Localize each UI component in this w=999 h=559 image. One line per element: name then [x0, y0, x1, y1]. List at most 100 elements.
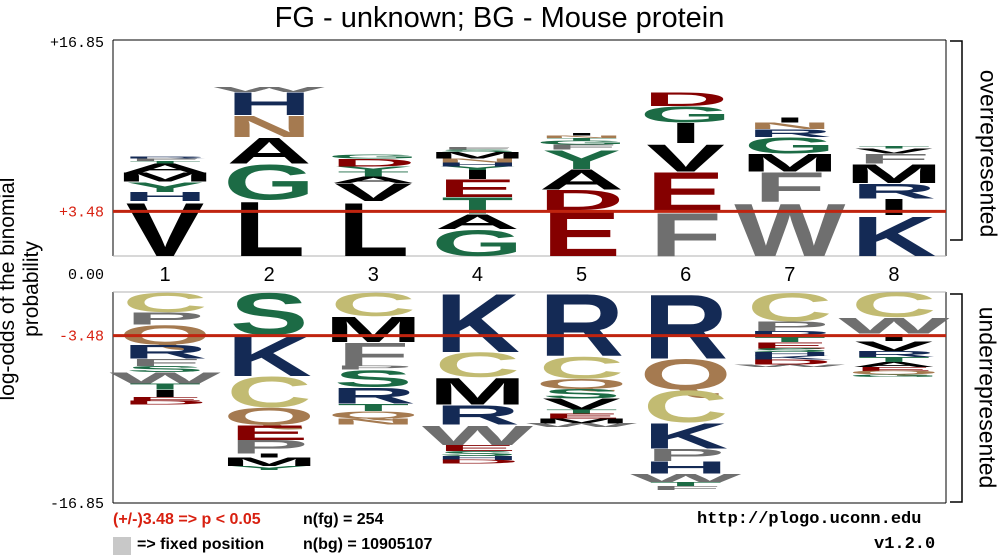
logo-letter-under-1-P-1: P [126, 309, 205, 328]
logo-letter-over-6-I-3: I [669, 118, 702, 150]
logo-letter-under-3-N-8: N [331, 417, 416, 427]
fixed-position-legend: => fixed position [137, 536, 265, 553]
logo-letter-over-8-I-1: I [878, 194, 911, 220]
logo-letter-under-5-M-7: M [533, 417, 631, 425]
logo-letter-under-2-I-6: I [253, 453, 286, 459]
position-label-7: 7 [784, 264, 795, 286]
logo-letter-over-5-Y-3: Y [542, 145, 621, 175]
logo-letter-over-8-T-6: T [858, 145, 930, 149]
logo-letter-over-8-V-5: V [855, 147, 934, 155]
logo-letter-under-1-E-9: E [126, 396, 205, 402]
logo-letter-under-4-R-3: R [435, 400, 520, 431]
logo-letter-under-2-M-7: M [220, 455, 318, 469]
logo-letter-over-1-M-3: M [116, 170, 214, 184]
logo-letter-under-6-K-3: K [643, 416, 728, 457]
logo-letter-under-7-C-0: C [747, 284, 832, 329]
logo-letter-over-5-G-5: G [536, 140, 628, 146]
logo-letter-over-3-G-6: G [328, 154, 420, 160]
logo-letter-under-4-K-0: K [435, 277, 520, 370]
logo-letter-over-1-T-5: T [129, 160, 201, 164]
logo-letter-under-3-S-4: S [334, 365, 413, 392]
logo-letter-over-4-E-3: E [438, 175, 517, 203]
logo-letter-under-1-R-3: R [123, 341, 208, 362]
logo-letter-over-7-I-6: I [773, 116, 806, 124]
logo-letter-over-3-T-3: T [337, 170, 409, 178]
logo-letter-under-8-C-0: C [851, 286, 936, 325]
logo-letter-under-5-C-1: C [539, 350, 624, 385]
logo-letter-over-2-W-5: W [214, 85, 326, 93]
logo-letter-under-6-F-8: F [650, 485, 722, 491]
logo-letters: VHYMATFRLGANHWLVATYDGGATEIYHNMSFEDAYFGTN… [109, 85, 949, 491]
logo-letter-over-4-H-6: H [435, 161, 520, 167]
logo-letter-under-7-K-7: K [747, 355, 832, 361]
logo-letter-over-4-M-8: M [428, 150, 526, 160]
logo-letter-over-2-G-1: G [223, 155, 315, 211]
logo-letter-over-1-Y-2: Y [126, 179, 205, 195]
logo-letter-under-1-D-10: D [123, 400, 208, 406]
logo-letter-under-3-M-1: M [324, 309, 422, 350]
y-tick-label-2: 0.00 [68, 267, 104, 284]
position-label-8: 8 [888, 264, 899, 286]
plogo-url[interactable]: http://plogo.uconn.edu [697, 510, 922, 529]
logo-letter-under-2-E-4: E [230, 421, 309, 444]
logo-letter-over-1-H-1: H [123, 190, 208, 204]
logo-letter-over-7-R-4: R [747, 127, 832, 139]
logo-letter-under-2-Q-3: Q [223, 403, 315, 430]
logo-letter-under-1-I-8: I [149, 388, 182, 400]
logo-letter-under-6-T-7: T [650, 481, 722, 487]
logo-letter-under-6-H-5: H [643, 458, 728, 477]
n-foreground: n(fg) = 254 [303, 511, 384, 528]
logo-letter-under-8-E-7: E [855, 366, 934, 372]
logo-letter-over-4-I-4: I [461, 168, 494, 182]
logo-letter-over-4-A-1: A [435, 210, 520, 234]
underrepresented-label: underrepresented [974, 306, 999, 489]
logo-letter-over-3-D-5: D [331, 157, 416, 169]
logo-letter-under-3-Q-7: Q [327, 409, 419, 421]
logo-letter-over-4-S-9: S [438, 149, 517, 153]
position-label-5: 5 [576, 264, 587, 286]
logo-letter-under-1-F-4: F [129, 356, 201, 368]
logo-letter-over-5-A-2: A [539, 164, 624, 196]
logo-letter-under-2-Y-8: Y [230, 465, 309, 471]
overrepresented-label: overrepresented [975, 69, 999, 238]
position-label-6: 6 [680, 264, 691, 286]
logo-letter-over-4-G-0: G [432, 222, 524, 264]
position-label-2: 2 [264, 264, 275, 286]
logo-letter-under-7-R-2: R [747, 329, 832, 339]
n-background: n(bg) = 10905107 [303, 536, 433, 553]
logo-letter-over-4-N-7: N [435, 158, 520, 164]
logo-letter-under-1-S-5: S [126, 364, 205, 374]
logo-letter-over-5-I-8: I [565, 132, 598, 136]
logo-letter-under-7-W-9: W [734, 364, 846, 368]
logo-letter-under-8-V-3: V [855, 338, 934, 354]
logo-letter-under-8-I-2: I [878, 331, 911, 343]
logo-letter-under-1-C-0: C [123, 287, 208, 318]
logo-letter-under-7-E-4: E [751, 340, 830, 350]
logo-letter-under-7-D-8: D [747, 358, 832, 366]
logo-letter-over-7-W-0: W [734, 189, 845, 272]
logo-letter-over-8-K-0: K [851, 204, 936, 268]
logo-letter-over-7-M-2: M [741, 149, 839, 177]
logo-letter-over-1-F-6: F [129, 158, 201, 162]
logo-letter-under-6-Q-1: Q [640, 350, 732, 398]
logo-letter-under-7-H-6: H [747, 351, 832, 357]
y-tick-label-1: +3.48 [59, 204, 104, 221]
logo-letter-over-2-A-2: A [227, 130, 312, 172]
logo-letter-over-4-Y-5: Y [438, 165, 517, 171]
over-bracket [950, 40, 963, 241]
logo-letter-over-7-F-1: F [754, 164, 826, 212]
position-label-1: 1 [160, 264, 171, 286]
logo-letter-over-5-N-7: N [539, 135, 624, 139]
logo-letter-under-7-P-1: P [751, 318, 830, 334]
logo-letter-under-8-W-1: W [838, 313, 949, 338]
logo-letter-over-6-D-5: D [643, 88, 728, 110]
logo-letter-over-4-T-2: T [441, 193, 513, 219]
logo-letter-under-6-R-0: R [643, 276, 728, 379]
logo-letter-under-3-C-0: C [331, 286, 416, 323]
logo-letter-under-5-Q-2: Q [536, 376, 628, 392]
threshold-legend: (+/-)3.48 => p < 0.05 [113, 511, 261, 528]
logo-letter-under-3-R-5: R [331, 383, 416, 408]
logo-letter-under-4-W-4: W [422, 420, 533, 451]
logo-letter-under-5-V-4: V [542, 396, 621, 414]
logo-letter-under-5-E-6: E [542, 412, 621, 420]
